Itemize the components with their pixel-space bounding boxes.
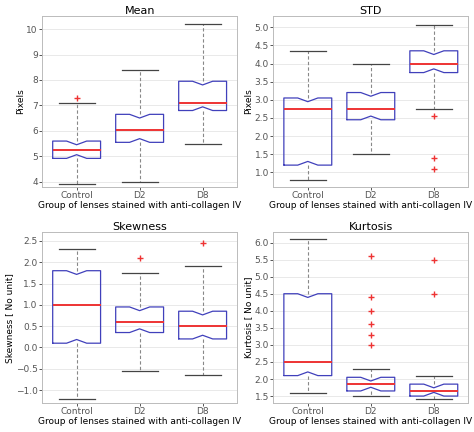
Y-axis label: Pixels: Pixels bbox=[16, 89, 25, 114]
X-axis label: Group of lenses stained with anti-collagen IV: Group of lenses stained with anti-collag… bbox=[269, 417, 473, 426]
Title: Mean: Mean bbox=[124, 6, 155, 16]
Y-axis label: Pixels: Pixels bbox=[244, 89, 253, 114]
Y-axis label: Kurtosis [ No unit]: Kurtosis [ No unit] bbox=[244, 277, 253, 359]
Y-axis label: Skewness [ No unit]: Skewness [ No unit] bbox=[6, 273, 15, 362]
Title: Skewness: Skewness bbox=[112, 222, 167, 232]
Title: STD: STD bbox=[360, 6, 382, 16]
X-axis label: Group of lenses stained with anti-collagen IV: Group of lenses stained with anti-collag… bbox=[38, 201, 241, 210]
X-axis label: Group of lenses stained with anti-collagen IV: Group of lenses stained with anti-collag… bbox=[269, 201, 473, 210]
X-axis label: Group of lenses stained with anti-collagen IV: Group of lenses stained with anti-collag… bbox=[38, 417, 241, 426]
Title: Kurtosis: Kurtosis bbox=[349, 222, 393, 232]
